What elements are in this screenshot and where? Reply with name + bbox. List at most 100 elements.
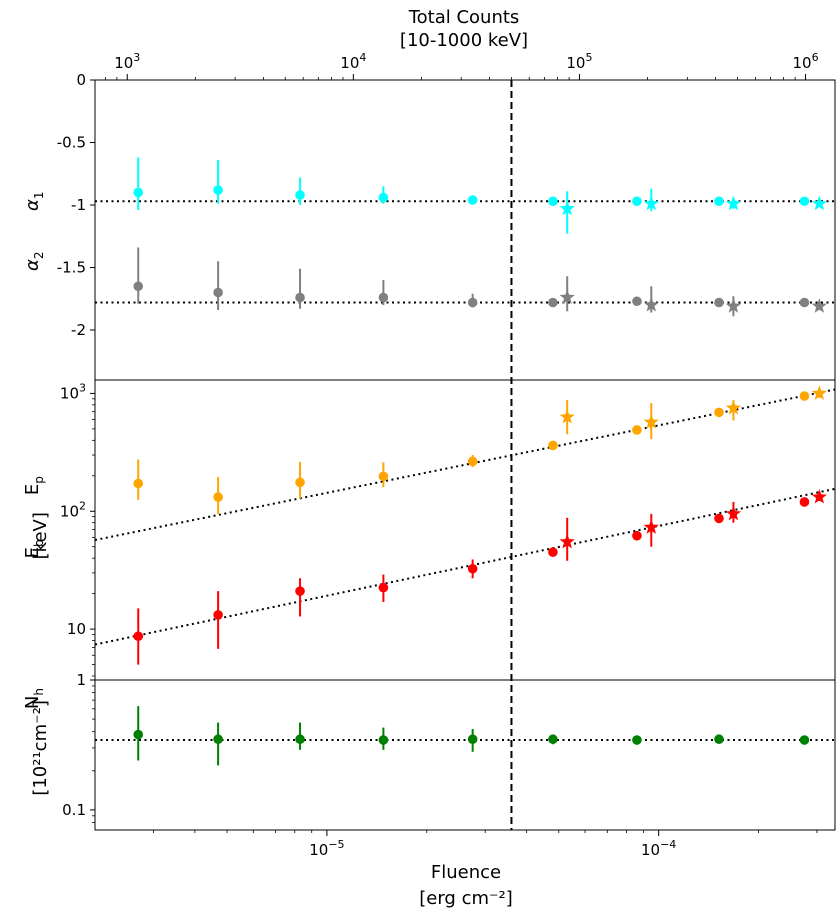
alpha2-point	[378, 292, 389, 303]
y-tick-label-nh: 0.1	[62, 801, 86, 819]
eb-star-point	[643, 519, 659, 534]
y-tick-label-alpha: -1.5	[57, 259, 86, 277]
ep-point	[133, 478, 144, 489]
eb-point	[799, 497, 810, 507]
alpha2-star-point	[643, 297, 659, 312]
eb-point	[133, 631, 144, 642]
eb-point	[295, 586, 305, 596]
eb-point	[632, 530, 642, 541]
ep-point	[632, 425, 642, 435]
top-axis-unit: [10-1000 keV]	[400, 30, 528, 51]
y-tick-label-energy: 103	[60, 381, 86, 402]
panels-layer	[95, 157, 835, 766]
eb-point	[378, 582, 389, 593]
panel-alpha	[95, 157, 835, 317]
top-tick-label: 104	[340, 51, 366, 72]
nh-point	[467, 734, 478, 745]
alpha1-point	[295, 190, 305, 200]
alpha1-point	[213, 185, 223, 195]
ep-point	[213, 492, 223, 502]
y-label-alpha: α2	[22, 251, 46, 271]
alpha1-point	[714, 196, 724, 207]
alpha2-point	[714, 297, 724, 308]
top-axis-title: Total Counts	[408, 7, 520, 28]
ticks-layer: 0 -0.5 -1 -1.5 -2 10 102 103 0.1 1 10−5 10−4 103 104 1…	[57, 51, 819, 859]
ep-star-point	[643, 414, 659, 429]
labels-layer: α1 α2 Ep Eb[keV] Nh[10²¹cm⁻²]	[22, 191, 51, 795]
panel-energy	[95, 385, 835, 665]
y-tick-label-alpha: -2	[71, 321, 86, 339]
x-axis-title: Fluence	[431, 862, 501, 883]
ep-star-point	[725, 400, 742, 415]
alpha1-point	[467, 195, 478, 205]
eb-point	[548, 547, 558, 557]
ep-star-point	[811, 385, 827, 400]
nh-point	[548, 734, 558, 745]
y-tick-label-energy: 10	[67, 620, 86, 638]
y-label-nh: Nh	[22, 688, 46, 709]
y-tick-label-nh: 1	[76, 671, 86, 689]
y-label-alpha: α1	[22, 191, 46, 211]
eb-point	[467, 563, 478, 574]
top-tick-label: 106	[792, 51, 818, 72]
alpha2-point	[133, 281, 144, 292]
ep-point	[467, 456, 478, 467]
y-label-energy: Eb	[22, 539, 46, 558]
eb-point	[714, 513, 724, 524]
alpha1-point	[799, 196, 810, 207]
ep-star-point	[559, 409, 575, 424]
top-tick-label: 105	[566, 51, 592, 72]
panel-nh	[95, 706, 835, 766]
top-tick-label: 103	[114, 51, 140, 72]
y-label-energy: [keV]	[30, 512, 51, 559]
alpha2-star-point	[559, 289, 575, 304]
alpha1-star-point	[559, 200, 575, 216]
x-tick-label: 10−5	[309, 838, 344, 859]
alpha1-star-point	[643, 195, 659, 211]
ep-point	[295, 477, 305, 488]
panel-frame-energy	[94, 379, 836, 681]
alpha2-point	[295, 292, 305, 303]
alpha1-point	[378, 192, 389, 203]
ep-point	[799, 391, 810, 401]
alpha2-star-point	[811, 298, 827, 313]
eb-point	[213, 610, 223, 620]
eb-fit-line	[95, 487, 835, 646]
panel-frame-nh	[94, 679, 836, 831]
ep-fit-line	[95, 388, 835, 542]
alpha2-star-point	[725, 298, 742, 313]
alpha1-point	[133, 187, 144, 198]
nh-point	[799, 735, 810, 745]
nh-point	[632, 735, 642, 745]
ep-point	[714, 407, 724, 418]
nh-point	[133, 729, 144, 740]
alpha2-point	[213, 287, 223, 298]
x-axis-unit: [erg cm⁻²]	[419, 888, 513, 909]
x-tick-label: 10−4	[641, 838, 676, 859]
panel-frame-alpha	[94, 79, 836, 381]
alpha1-star-point	[811, 195, 827, 211]
eb-star-point	[725, 505, 742, 521]
eb-star-point	[559, 533, 575, 549]
eb-star-point	[811, 489, 827, 504]
ep-point	[378, 471, 389, 482]
alpha1-point	[632, 196, 642, 207]
frames-layer	[94, 79, 836, 831]
nh-point	[714, 734, 724, 745]
alpha2-point	[632, 296, 642, 307]
alpha1-star-point	[725, 195, 742, 211]
ep-point	[548, 440, 558, 451]
alpha2-point	[467, 297, 478, 308]
y-tick-label-alpha: -0.5	[57, 134, 86, 152]
nh-point	[378, 735, 389, 745]
nh-point	[213, 734, 223, 745]
y-label-energy: Ep	[22, 476, 46, 495]
y-tick-label-alpha: -1	[71, 196, 86, 214]
y-tick-label-energy: 102	[60, 499, 86, 520]
y-label-nh: [10²¹cm⁻²]	[30, 700, 51, 796]
alpha2-point	[548, 297, 558, 308]
y-tick-label-alpha: 0	[76, 71, 86, 89]
alpha2-point	[799, 297, 810, 308]
nh-point	[295, 734, 305, 745]
